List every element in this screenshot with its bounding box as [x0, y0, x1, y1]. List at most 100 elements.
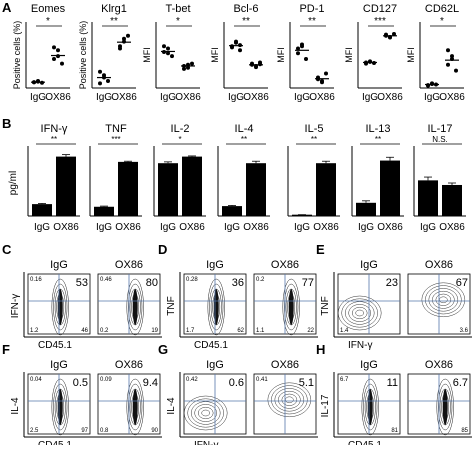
x-tick-label: OX86: [439, 92, 465, 103]
contour-core: [132, 289, 138, 325]
quadrant-upper-left: 0.41: [256, 377, 268, 383]
x-axis-label: IFN-γ: [348, 340, 372, 351]
data-point: [388, 35, 392, 40]
contour: [207, 278, 225, 336]
contour: [267, 382, 312, 418]
flow-plot-igg: IgG 0.16 53 1.2 46: [27, 259, 91, 336]
significance-label: *: [178, 135, 181, 144]
contour-core: [57, 389, 63, 425]
significance-label: ***: [111, 135, 120, 144]
panel-letter-c: C: [2, 242, 12, 257]
bar: [356, 202, 376, 216]
x-tick-label: OX86: [309, 92, 335, 103]
y-axis-label: TNF: [166, 296, 177, 315]
plot-title: OX86: [115, 259, 143, 271]
bar-chart-il-5: IL-5** IgG OX86: [287, 123, 340, 233]
bar: [316, 163, 336, 216]
quadrant-lower-left: 0.8: [100, 428, 109, 434]
bar: [222, 206, 242, 216]
dot-plot-t-bet: T-bet* MFI IgG OX86: [142, 3, 201, 103]
flow-plot-igg: IgG 0.28 36 1.7 62: [183, 259, 247, 336]
contour: [363, 383, 378, 431]
bar: [158, 163, 178, 216]
quadrant-upper-left: 0.42: [186, 377, 198, 383]
bar: [292, 214, 312, 216]
x-tick-label: OX86: [175, 92, 201, 103]
flow-panel-d: TNF CD45.1 IgG 0.28 36 1.7 62 OX86 0.2 77 1.1 22: [166, 259, 318, 351]
quadrant-upper-left: 0.09: [100, 377, 112, 383]
panel-letter-e: E: [316, 242, 325, 257]
x-tick-label: IgG: [30, 92, 46, 103]
contour: [128, 383, 143, 431]
plot-title: OX86: [271, 359, 299, 371]
data-point: [296, 51, 300, 56]
x-tick-label: IgG: [96, 222, 112, 233]
x-tick-label: IgG: [160, 222, 176, 233]
x-tick-label: OX86: [111, 92, 137, 103]
quadrant-lower-right: 97: [81, 428, 88, 434]
significance-label: **: [241, 135, 247, 144]
data-point: [122, 36, 126, 41]
dot-plot-bcl-6: Bcl-6** MFI IgG OX86: [210, 3, 269, 103]
data-point: [296, 46, 300, 51]
dot-plot-cd127: CD127*** MFI IgG OX86: [344, 3, 403, 103]
x-tick-label: IgG: [424, 92, 440, 103]
plot-title: IgG: [360, 359, 378, 371]
contour: [344, 301, 375, 325]
contour-core: [213, 289, 219, 325]
quadrant-upper-left: 0.04: [30, 377, 42, 383]
plot-title: PD-1: [299, 3, 324, 15]
panel-letter-d: D: [158, 242, 167, 257]
significance-label: **: [110, 16, 118, 27]
bar: [418, 180, 438, 216]
plot-title: IL-17: [427, 123, 452, 135]
quadrant-upper-left: 0.28: [186, 277, 198, 283]
plot-title: IL-4: [235, 123, 254, 135]
significance-label: **: [242, 16, 250, 27]
x-axis-label: CD45.1: [38, 340, 72, 351]
plot-title: IgG: [50, 359, 68, 371]
significance-label: N.S.: [432, 135, 448, 144]
significance-label: **: [308, 16, 316, 27]
plot-title: T-bet: [165, 3, 190, 15]
significance-label: ***: [374, 16, 386, 27]
plot-title: IFN-γ: [41, 123, 68, 135]
x-tick-label: IgG: [160, 92, 176, 103]
data-point: [446, 62, 450, 67]
data-point: [324, 71, 328, 76]
contour: [438, 383, 453, 431]
contour-core: [367, 389, 373, 425]
density-cloud: [267, 382, 312, 418]
data-point: [162, 44, 166, 49]
x-tick-label: OX86: [115, 222, 141, 233]
y-axis-label: IL-4: [10, 397, 21, 415]
contour: [190, 401, 221, 425]
density-cloud: [183, 395, 228, 431]
data-point: [56, 48, 60, 53]
x-tick-label: OX86: [243, 92, 269, 103]
plot-title: CD127: [363, 3, 397, 15]
x-tick-label: OX86: [53, 222, 79, 233]
data-point: [454, 68, 458, 73]
contour: [278, 390, 301, 409]
data-point: [446, 48, 450, 53]
flow-plot-ox86: OX86 0.2 77 1.1 22: [253, 259, 317, 336]
contour: [282, 278, 300, 336]
significance-label: **: [51, 135, 57, 144]
contour: [425, 285, 462, 315]
x-tick-label: IgG: [224, 222, 240, 233]
quadrant-lower-left: 1.2: [30, 328, 39, 334]
contour: [435, 293, 452, 306]
y-axis-label: IL-17: [320, 394, 331, 417]
quadrant-upper-right: 23: [386, 277, 398, 289]
dot-plot-cd62l: CD62L* MFI IgG OX86: [406, 3, 465, 103]
plot-title: TNF: [105, 123, 127, 135]
bar: [94, 206, 114, 216]
y-axis-label: Positive cells (%): [12, 21, 22, 90]
